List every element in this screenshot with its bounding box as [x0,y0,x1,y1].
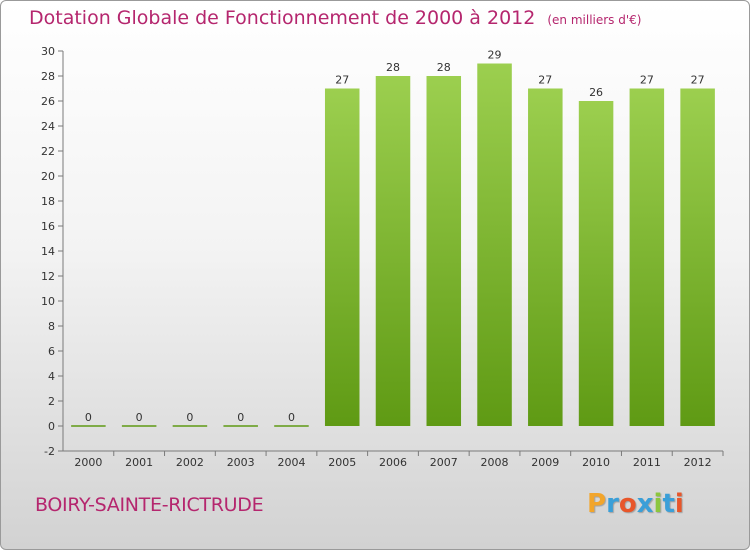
y-tick-label: 8 [48,320,55,333]
x-tick-label: 2003 [227,456,255,469]
bar-2011 [629,88,665,426]
bars [71,63,715,427]
logo-letter: r [606,489,619,519]
y-tick-label: 0 [48,420,55,433]
value-label-2005: 27 [335,74,349,87]
y-tick-label: 26 [41,95,55,108]
value-label-2010: 26 [589,86,603,99]
y-tick-label: 12 [41,270,55,283]
logo-letter: i [674,489,684,519]
value-label-2012: 27 [691,74,705,87]
x-tick-label: 2005 [328,456,356,469]
y-tick-label: 10 [41,295,55,308]
bar-2006 [375,76,411,426]
y-tick-label: 16 [41,220,55,233]
value-label-2011: 27 [640,74,654,87]
y-tick-label: 2 [48,395,55,408]
bar-2012 [680,88,715,426]
x-tick-label: 2008 [481,456,509,469]
bar-2009 [528,88,563,426]
y-tick-label: -2 [44,445,55,458]
x-tick-label: 2001 [125,456,153,469]
proxiti-logo[interactable]: Proxiti [587,489,684,519]
bar-2007 [426,76,462,426]
value-label-2004: 0 [288,411,295,424]
y-tick-label: 22 [41,145,55,158]
y-tick-label: 14 [41,245,55,258]
y-tick-label: 24 [41,120,55,133]
title-row: Dotation Globale de Fonctionnement de 20… [29,7,641,29]
value-label-2003: 0 [237,411,244,424]
x-tick-label: 2002 [176,456,204,469]
logo-letter: i [653,489,663,519]
logo-letter: o [618,489,637,519]
value-label-2009: 27 [538,74,552,87]
value-label-2008: 29 [488,49,502,62]
x-tick-label: 2007 [430,456,458,469]
x-tick-label: 2010 [582,456,610,469]
logo-letter: t [662,489,675,519]
x-tick-label: 2004 [277,456,305,469]
bar-2010 [578,101,614,426]
value-label-2007: 28 [437,61,451,74]
y-tick-label: 28 [41,70,55,83]
x-tick-label: 2012 [684,456,712,469]
value-label-2000: 0 [85,411,92,424]
value-label-2006: 28 [386,61,400,74]
logo-letter: P [587,489,607,519]
bar-2008 [477,63,512,426]
chart-title: Dotation Globale de Fonctionnement de 20… [29,7,536,29]
y-tick-label: 6 [48,345,55,358]
commune-name: BOIRY-SAINTE-RICTRUDE [35,494,264,516]
y-tick-label: 4 [48,370,55,383]
value-label-2002: 0 [186,411,193,424]
x-tick-label: 2009 [531,456,559,469]
bar-2005 [324,88,360,426]
chart-unit: (en milliers d'€) [547,13,642,27]
y-tick-label: 20 [41,170,55,183]
value-labels: 0 0 0 0 0 27 28 28 29 27 26 27 27 [85,49,705,425]
y-tick-label: 18 [41,195,55,208]
logo-letter: x [636,489,654,519]
y-tick-label: 30 [41,45,55,58]
x-tick-label: 2000 [74,456,102,469]
x-tick-label: 2011 [633,456,661,469]
x-tick-label: 2006 [379,456,407,469]
value-label-2001: 0 [136,411,143,424]
